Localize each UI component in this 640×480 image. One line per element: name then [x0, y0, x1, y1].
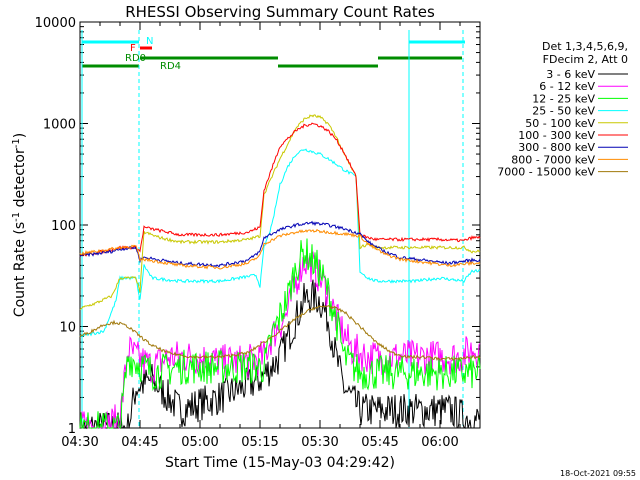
legend-label: 3 - 6 keV: [546, 68, 595, 81]
legend-label: 300 - 800 keV: [518, 141, 595, 154]
annotation-n: N: [146, 36, 153, 47]
y-tick-label: 10: [59, 321, 76, 336]
legend-label: 800 - 7000 keV: [511, 153, 595, 166]
legend-header-2: FDecim 2, Att 0: [543, 53, 628, 66]
legend-label: 100 - 300 keV: [518, 129, 595, 142]
state-bars: [81, 30, 465, 428]
y-axis: 1 10 100 1000 10000: [35, 16, 480, 437]
series-line-5: [79, 122, 481, 258]
legend-label: 25 - 50 keV: [532, 105, 595, 118]
x-axis-label: Start Time (15-May-03 04:29:42): [165, 455, 395, 471]
timestamp: 18-Oct-2021 09:55: [560, 469, 636, 478]
x-tick-label: 05:00: [181, 435, 218, 450]
y-tick-label: 10000: [35, 16, 76, 31]
y-tick-label: 100: [51, 219, 76, 234]
y-axis-label: Count Rate (s-1 detector-1): [11, 133, 28, 317]
y-tick-label: 1000: [43, 118, 76, 133]
series-line-3: [79, 148, 481, 338]
x-axis: 04:30 04:45 05:00 05:15 05:30 05:45 06:00: [61, 22, 481, 450]
x-tick-label: 06:00: [421, 435, 458, 450]
legend-label: 7000 - 15000 keV: [497, 166, 595, 179]
legend-header-1: Det 1,3,4,5,6,9,: [542, 40, 628, 53]
series-line-2: [79, 238, 481, 430]
x-tick-label: 05:45: [361, 435, 398, 450]
annotation-f: F: [130, 43, 136, 54]
series-line-1: [79, 251, 481, 430]
x-tick-label: 05:30: [301, 435, 338, 450]
legend-label: 12 - 25 keV: [532, 92, 595, 105]
annotation-rd4: RD4: [160, 61, 181, 72]
series-line-7: [79, 228, 481, 270]
chart-title: RHESSI Observing Summary Count Rates: [125, 3, 435, 21]
x-tick-label: 04:30: [61, 435, 98, 450]
y-tick-label: 1: [68, 422, 76, 437]
legend: Det 1,3,4,5,6,9, FDecim 2, Att 0 3 - 6 k…: [497, 40, 628, 179]
legend-label: 6 - 12 keV: [539, 80, 595, 93]
x-tick-label: 04:45: [121, 435, 158, 450]
series-line-0: [79, 279, 481, 430]
annotation-rd0: RD0: [125, 53, 146, 64]
legend-label: 50 - 100 keV: [525, 117, 595, 130]
x-tick-label: 05:15: [241, 435, 278, 450]
series-lines: [79, 114, 481, 430]
series-line-6: [79, 220, 481, 268]
series-line-4: [79, 114, 481, 310]
series-line-8: [79, 305, 481, 362]
